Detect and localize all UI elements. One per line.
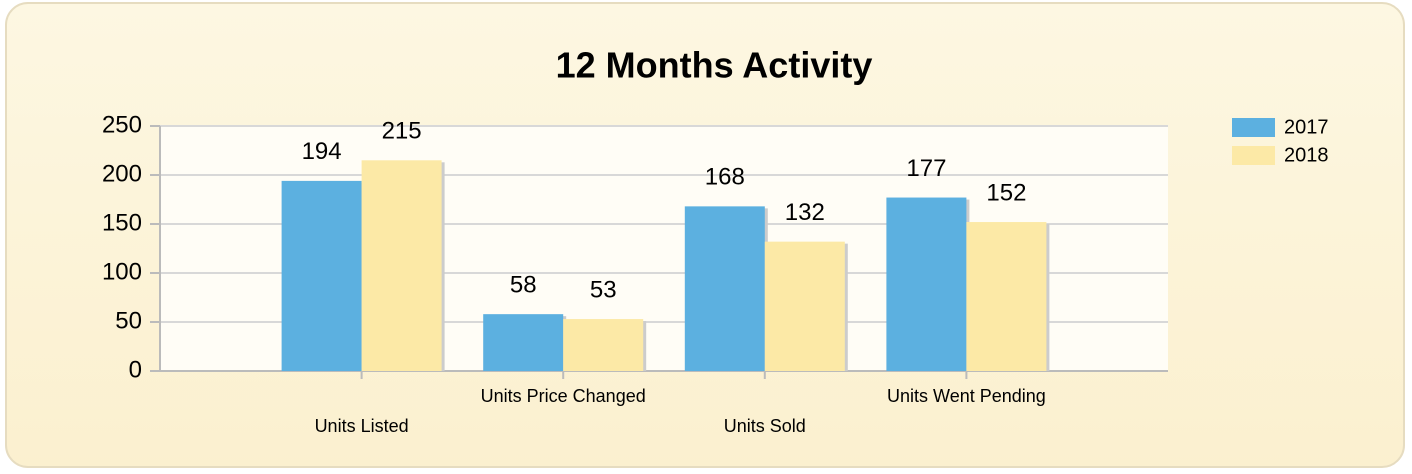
x-tick-label: Units Listed — [315, 416, 409, 436]
value-label: 152 — [986, 179, 1026, 206]
y-tick-label: 250 — [102, 111, 142, 138]
y-tick-label: 0 — [129, 356, 142, 383]
y-tick-label: 50 — [115, 307, 142, 334]
x-tick-label: Units Went Pending — [887, 386, 1046, 406]
bar — [764, 241, 845, 371]
value-label: 194 — [302, 138, 342, 165]
bar — [483, 314, 564, 371]
x-tick-label: Units Sold — [724, 416, 806, 436]
y-tick-label: 200 — [102, 160, 142, 187]
legend-swatch — [1232, 146, 1275, 165]
value-label: 58 — [510, 272, 537, 299]
chart-title: 12 Months Activity — [556, 45, 873, 86]
bar — [563, 319, 644, 371]
y-tick-label: 100 — [102, 258, 142, 285]
bar — [966, 222, 1047, 371]
legend-swatch — [1232, 118, 1275, 137]
value-label: 168 — [705, 164, 745, 191]
bar — [886, 197, 967, 371]
value-label: 177 — [906, 155, 946, 182]
legend-label: 2018 — [1284, 144, 1329, 166]
y-tick-label: 150 — [102, 209, 142, 236]
value-label: 132 — [785, 199, 825, 226]
value-label: 215 — [382, 118, 422, 145]
bar — [684, 206, 765, 371]
bar — [281, 180, 362, 371]
x-tick-label: Units Price Changed — [481, 386, 646, 406]
bar — [361, 160, 442, 371]
legend-label: 2017 — [1284, 116, 1329, 138]
value-label: 53 — [590, 276, 617, 303]
